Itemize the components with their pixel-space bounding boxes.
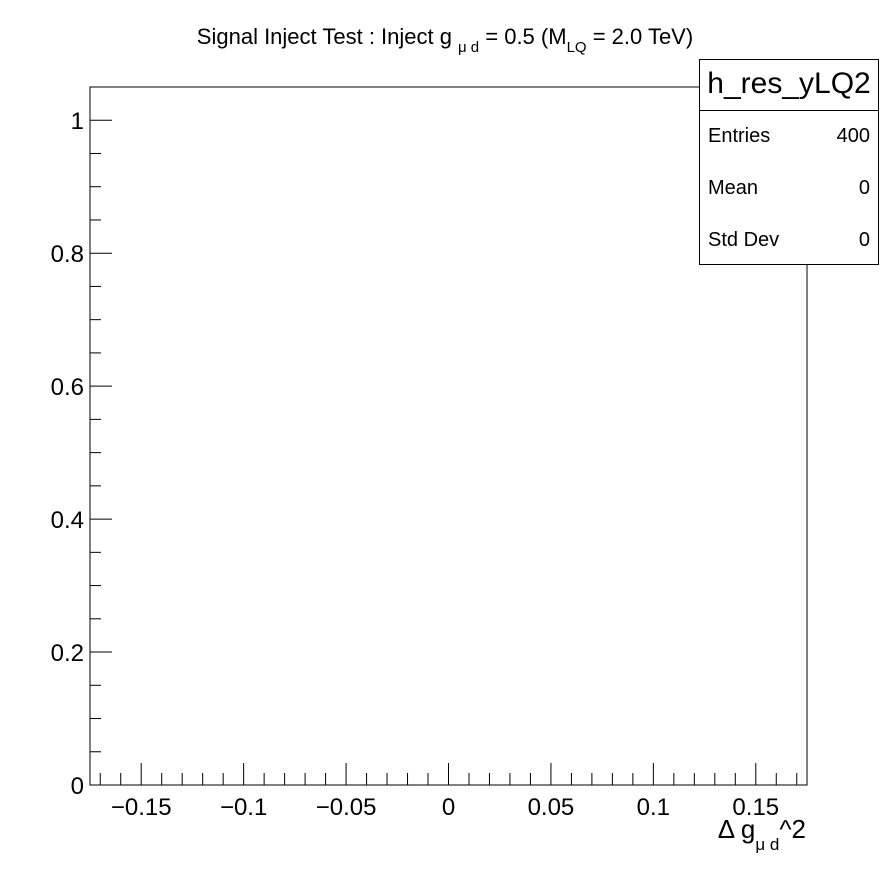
x-axis-label: Δ gμ d^2 <box>718 814 806 854</box>
x-axis: −0.15 −0.1 −0.05 0 0.05 0.1 0.15 <box>99 763 798 821</box>
stats-value: 400 <box>836 125 870 147</box>
stats-value: 0 <box>858 229 870 251</box>
y-tick-label: 0.8 <box>51 241 84 268</box>
stats-label: Mean <box>708 177 759 199</box>
y-tick-label: 0 <box>71 773 84 800</box>
x-tick-label: 0.1 <box>637 794 670 821</box>
x-tick-label: −0.15 <box>111 794 172 821</box>
y-axis: 0 0.2 0.4 0.6 0.8 1 <box>51 86 112 800</box>
x-tick-label: 0 <box>442 794 455 821</box>
y-tick-label: 0.2 <box>51 640 84 667</box>
stats-row-std-dev: Std Dev 0 <box>700 215 878 267</box>
stats-label: Entries <box>708 125 771 147</box>
x-tick-label: 0.05 <box>528 794 575 821</box>
xlabel-subscript-mu-d: μ d <box>755 835 779 854</box>
x-tick-label: −0.1 <box>220 794 267 821</box>
x-tick-label: −0.05 <box>316 794 377 821</box>
stats-box: h_res_yLQ2 Entries 400 Mean 0 Std Dev 0 <box>699 59 879 265</box>
stats-histogram-name: h_res_yLQ2 <box>700 60 878 111</box>
stats-row-mean: Mean 0 <box>700 163 878 215</box>
x-tick-label: 0.15 <box>732 794 779 821</box>
stats-value: 0 <box>858 177 870 199</box>
title-subscript-mu-d: μ d <box>458 39 479 56</box>
y-tick-label: 0.4 <box>51 507 84 534</box>
stats-row-entries: Entries 400 <box>700 111 878 163</box>
y-tick-label: 1 <box>71 108 84 135</box>
y-tick-label: 0.6 <box>51 374 84 401</box>
title-subscript-lq: LQ <box>567 39 587 56</box>
stats-label: Std Dev <box>708 229 780 251</box>
